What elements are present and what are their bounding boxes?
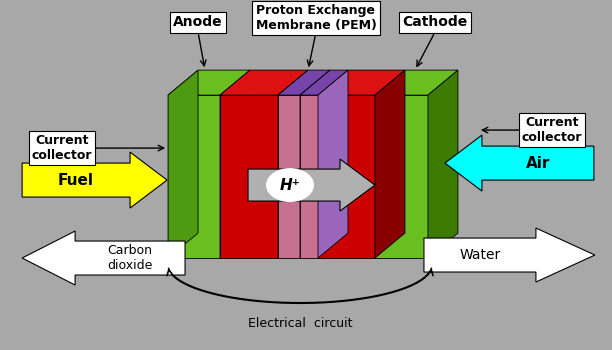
Polygon shape: [220, 95, 278, 258]
Text: H⁺: H⁺: [280, 177, 300, 192]
Polygon shape: [300, 95, 318, 258]
Polygon shape: [300, 70, 348, 95]
Polygon shape: [318, 70, 348, 258]
Text: Air: Air: [526, 155, 550, 170]
Polygon shape: [168, 95, 220, 258]
Polygon shape: [22, 152, 167, 208]
Polygon shape: [278, 70, 308, 258]
Text: Current
collector: Current collector: [32, 134, 92, 162]
Polygon shape: [248, 159, 375, 211]
Text: Fuel: Fuel: [58, 173, 94, 188]
Polygon shape: [278, 70, 330, 95]
Polygon shape: [318, 95, 375, 258]
Text: Carbon
dioxide: Carbon dioxide: [107, 244, 153, 272]
Polygon shape: [375, 70, 458, 95]
Polygon shape: [428, 70, 458, 258]
Polygon shape: [168, 70, 198, 258]
Text: Water: Water: [459, 248, 501, 262]
Polygon shape: [445, 135, 594, 191]
Text: Anode: Anode: [173, 15, 223, 29]
Polygon shape: [220, 70, 308, 95]
Polygon shape: [168, 70, 250, 95]
Polygon shape: [300, 70, 330, 258]
Text: Cathode: Cathode: [402, 15, 468, 29]
Polygon shape: [318, 70, 405, 95]
Polygon shape: [424, 228, 595, 282]
Polygon shape: [375, 95, 428, 258]
Polygon shape: [220, 70, 250, 258]
Text: Proton Exchange
Membrane (PEM): Proton Exchange Membrane (PEM): [256, 4, 376, 32]
Polygon shape: [278, 95, 300, 258]
Text: Current
collector: Current collector: [521, 116, 582, 144]
Polygon shape: [375, 70, 405, 258]
Polygon shape: [22, 231, 185, 285]
Ellipse shape: [266, 168, 314, 202]
Text: Electrical  circuit: Electrical circuit: [248, 317, 353, 330]
